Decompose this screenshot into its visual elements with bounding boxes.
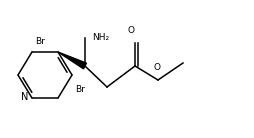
Text: O: O: [153, 63, 161, 72]
Text: Br: Br: [75, 84, 85, 94]
Polygon shape: [58, 52, 86, 69]
Text: O: O: [128, 26, 135, 35]
Text: NH₂: NH₂: [92, 33, 109, 42]
Text: Br: Br: [35, 38, 45, 47]
Text: N: N: [21, 92, 28, 102]
